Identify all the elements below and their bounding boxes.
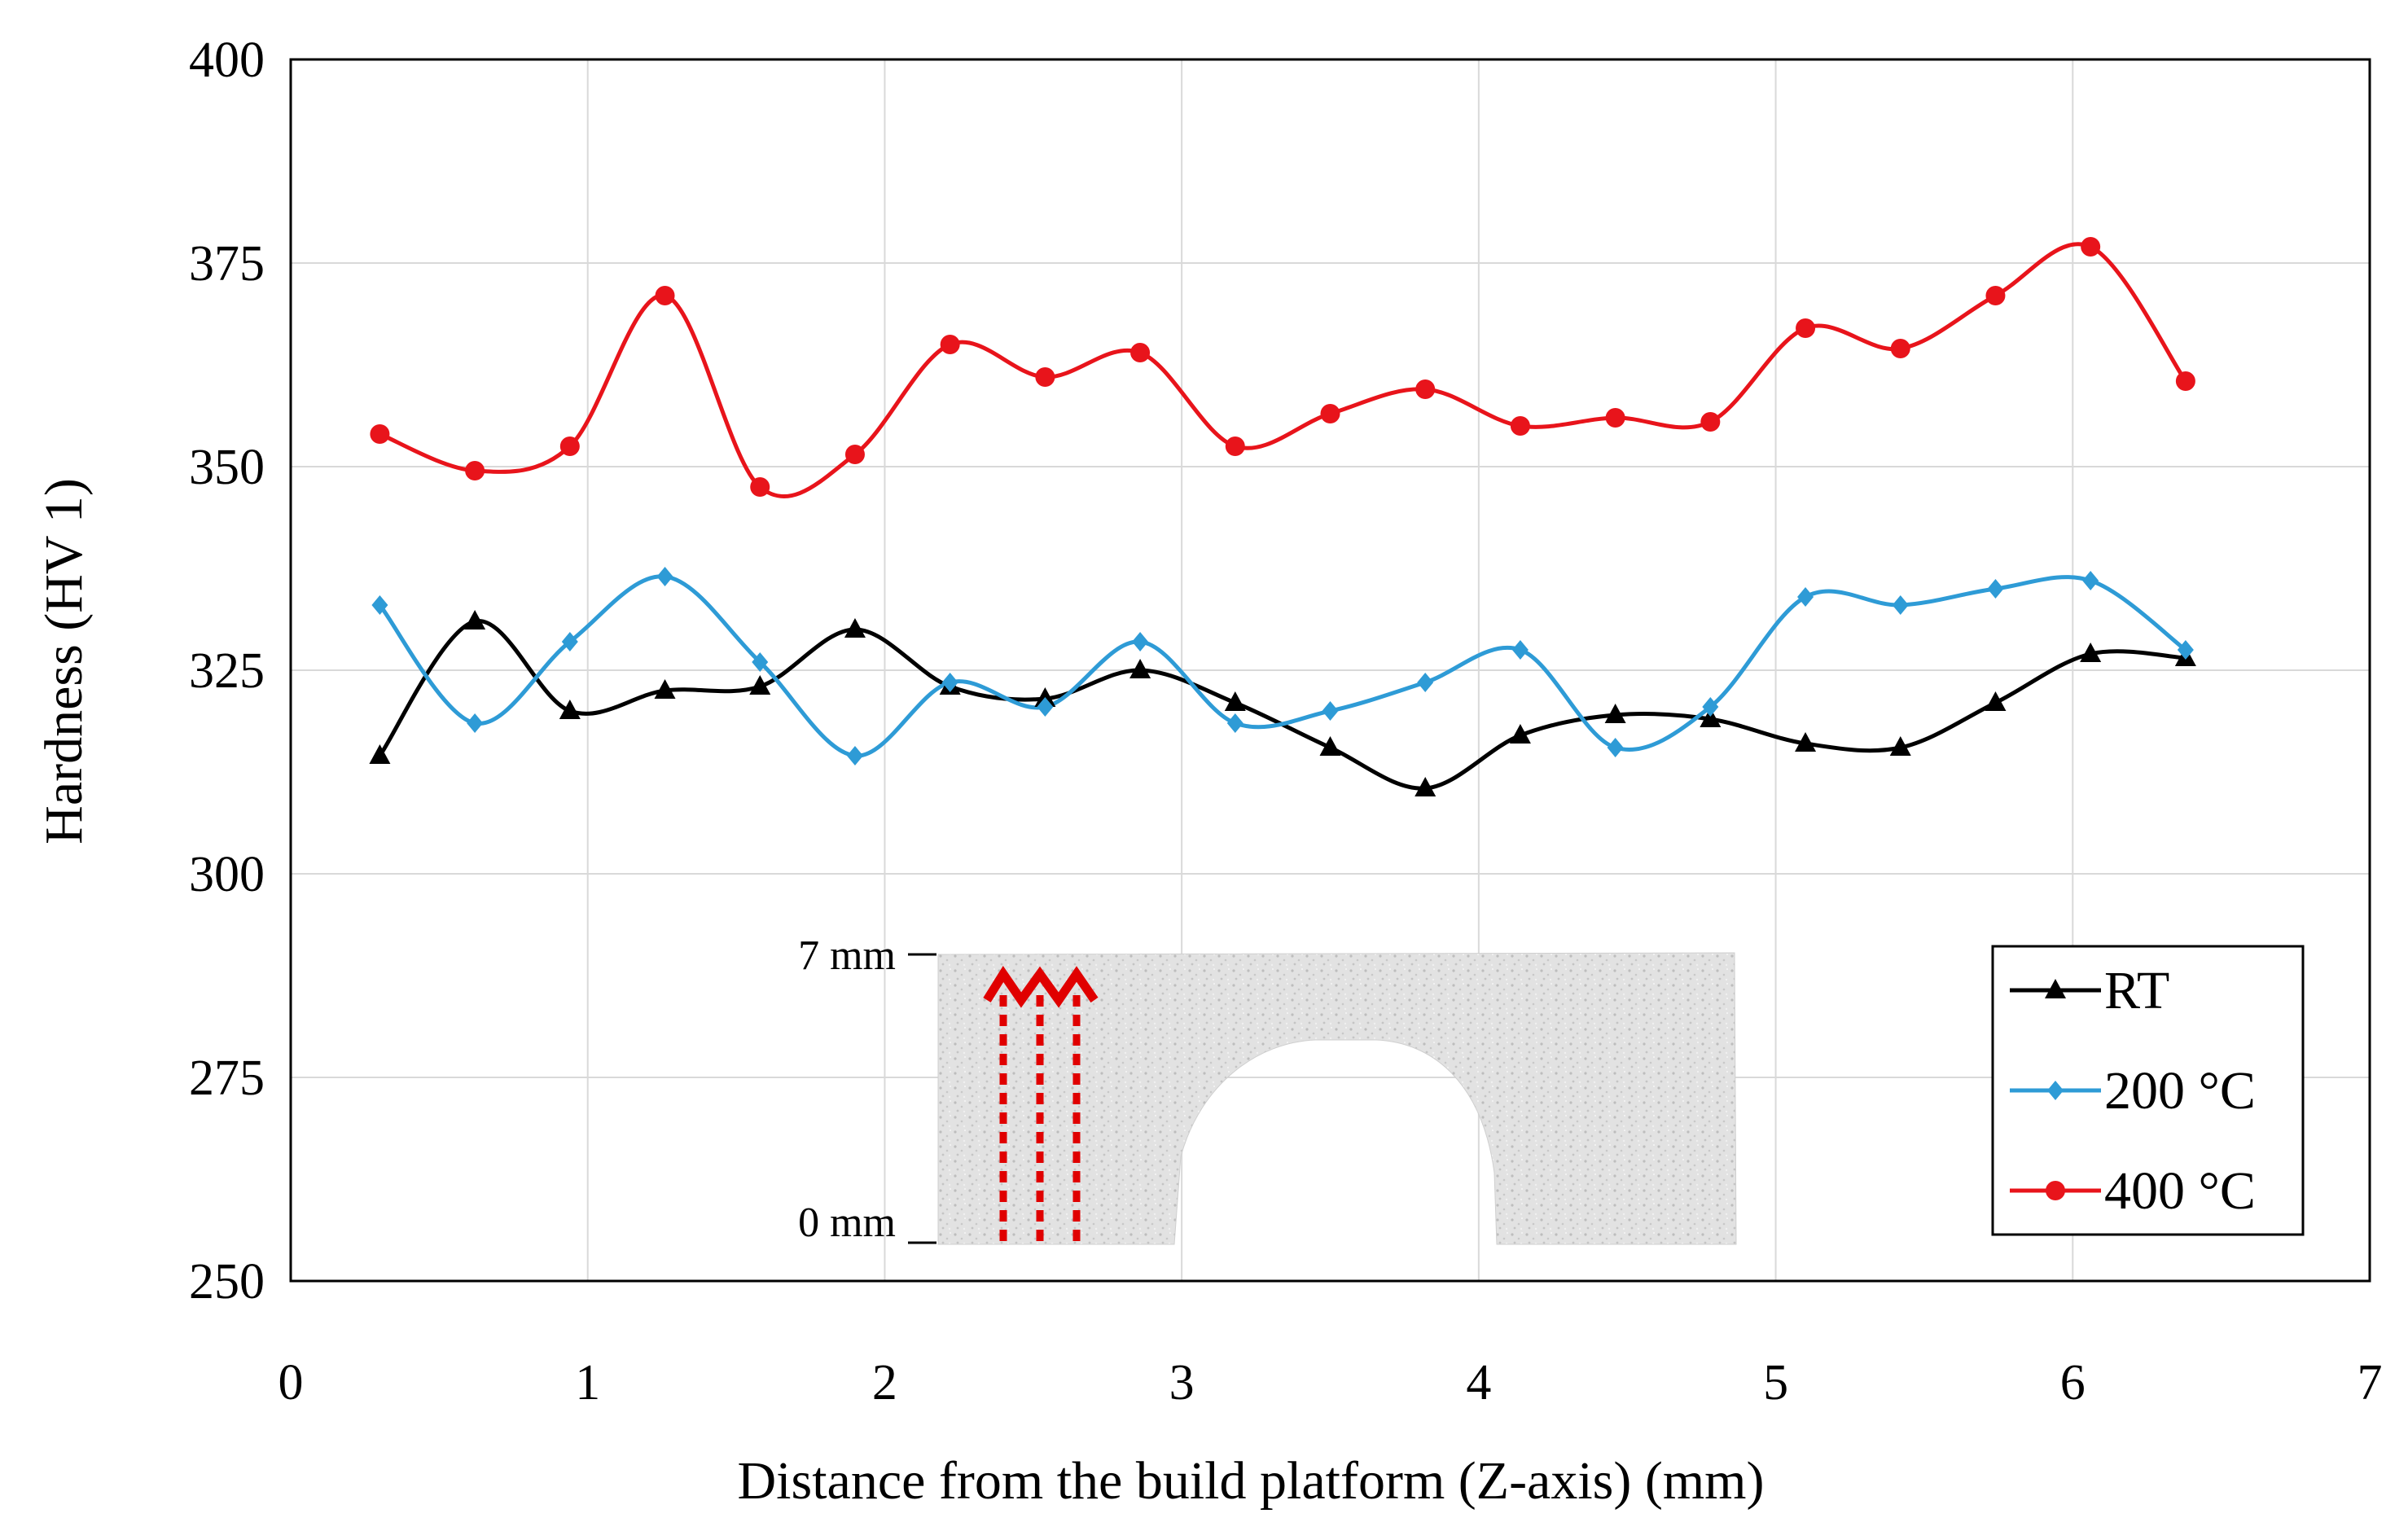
x-tick-label: 3 xyxy=(1169,1355,1195,1410)
data-point xyxy=(1225,436,1245,456)
data-point xyxy=(1320,404,1340,423)
indentation-path xyxy=(983,965,1099,1246)
data-point xyxy=(941,673,958,692)
data-point xyxy=(464,610,486,630)
data-point xyxy=(1415,379,1436,399)
data-point xyxy=(1797,587,1814,607)
data-point xyxy=(1985,286,2006,305)
y-tick-label: 375 xyxy=(189,236,265,292)
data-point xyxy=(1892,595,1909,615)
legend-swatch-marker xyxy=(2045,979,2066,998)
x-tick-label: 6 xyxy=(2060,1355,2086,1410)
data-point xyxy=(1700,708,1722,727)
y-tick-label: 275 xyxy=(189,1051,265,1106)
inset-bottom-label: 0 mm xyxy=(798,1200,896,1246)
data-point xyxy=(752,652,769,672)
data-point xyxy=(1607,738,1624,757)
y-tick-label: 350 xyxy=(189,440,265,495)
data-point xyxy=(1132,632,1149,651)
data-point xyxy=(2080,643,2102,662)
x-tick-label: 5 xyxy=(1763,1355,1788,1410)
y-axis-title: Hardness (HV 1) xyxy=(34,478,94,844)
x-tick-label: 0 xyxy=(279,1355,304,1410)
legend-swatch-marker xyxy=(2047,1081,2064,1100)
data-point xyxy=(1035,367,1055,387)
data-point xyxy=(1702,697,1719,717)
x-tick-label: 7 xyxy=(2358,1355,2383,1410)
data-point xyxy=(1605,408,1625,428)
legend-swatch-marker xyxy=(2046,1181,2065,1200)
data-point xyxy=(2177,640,2194,660)
data-point xyxy=(655,286,675,305)
legend-label: 200 °C xyxy=(2104,1061,2256,1121)
data-point xyxy=(844,618,866,638)
data-point xyxy=(1889,736,1911,756)
data-point xyxy=(1795,732,1817,752)
y-tick-label: 400 xyxy=(189,33,265,88)
data-point xyxy=(2082,571,2099,590)
data-point xyxy=(1130,343,1151,362)
data-point xyxy=(1319,736,1341,756)
data-point xyxy=(561,632,578,651)
data-point xyxy=(1890,339,1910,358)
data-point xyxy=(846,746,863,766)
data-point xyxy=(2081,237,2101,257)
y-tick-label: 300 xyxy=(189,847,265,902)
data-point xyxy=(370,424,390,444)
plot-area-frame xyxy=(289,58,2371,1283)
data-point xyxy=(1322,701,1339,721)
legend-label: RT xyxy=(2104,961,2169,1020)
data-point xyxy=(1604,704,1626,723)
x-tick-label: 1 xyxy=(575,1355,600,1410)
series-markers xyxy=(369,237,2196,796)
specimen-inset: 7 mm 0 mm xyxy=(798,932,1737,1246)
y-tick-label: 250 xyxy=(189,1254,265,1309)
y-tick-label: 325 xyxy=(189,643,265,699)
data-point xyxy=(559,436,580,456)
data-point xyxy=(1987,579,2004,599)
data-point xyxy=(940,335,960,354)
series-line xyxy=(378,619,2186,791)
x-axis-title: Distance from the build platform (Z-axis… xyxy=(738,1451,1765,1511)
data-point xyxy=(467,713,484,733)
data-point xyxy=(1037,697,1054,717)
data-point xyxy=(1796,318,1816,338)
data-point xyxy=(2175,371,2195,391)
tick-labels: 250 275 300 325 350 375 400 0 1 2 3 4 5 6 7 xyxy=(189,33,2383,1410)
data-point xyxy=(1417,673,1434,692)
data-point xyxy=(369,744,391,764)
data-point xyxy=(1985,691,2007,711)
data-point xyxy=(371,595,388,615)
data-point xyxy=(1415,777,1436,796)
data-point xyxy=(1226,713,1243,733)
inset-top-label: 7 mm xyxy=(798,932,896,979)
data-point xyxy=(844,445,865,464)
data-point xyxy=(465,461,485,480)
data-point xyxy=(750,477,770,497)
legend-items: RT 200 °C 400 °C xyxy=(2010,961,2256,1221)
data-point xyxy=(1510,416,1530,436)
legend-label: 400 °C xyxy=(2104,1161,2256,1221)
data-point xyxy=(559,700,581,719)
data-point xyxy=(1224,691,1246,711)
data-point xyxy=(656,567,673,586)
data-point xyxy=(1700,412,1721,432)
data-point xyxy=(749,675,771,695)
x-tick-label: 4 xyxy=(1466,1355,1491,1410)
data-point xyxy=(1509,724,1531,744)
data-point xyxy=(654,679,676,699)
data-point xyxy=(1511,640,1529,660)
x-tick-label: 2 xyxy=(872,1355,897,1410)
specimen-image xyxy=(937,952,1737,1245)
indent-zigzag xyxy=(983,965,1099,1008)
legend: RT 200 °C 400 °C xyxy=(1991,945,2305,1236)
data-point xyxy=(1129,659,1151,678)
